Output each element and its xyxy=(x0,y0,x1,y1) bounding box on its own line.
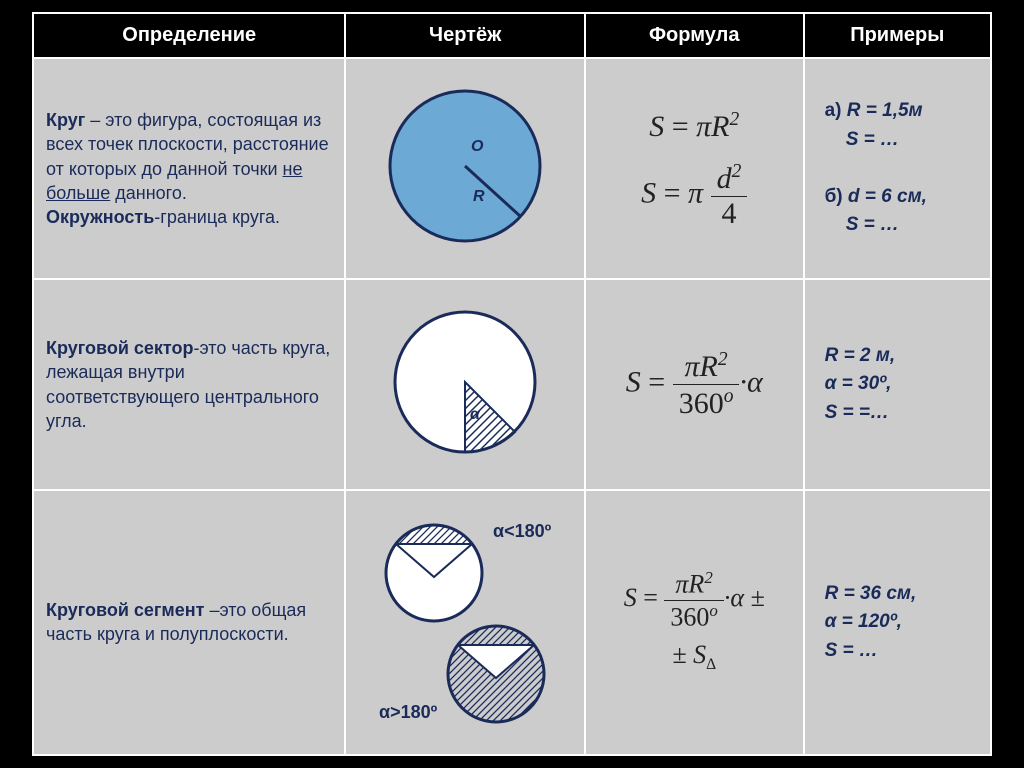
label-O: О xyxy=(471,138,484,155)
row-circle: Круг – это фигура, состоящая из всех точ… xyxy=(33,58,991,279)
row-sector: Круговой сектор-это часть круга, лежащая… xyxy=(33,279,991,489)
sector-formula: S = πR2360o·α xyxy=(585,279,804,489)
sector-svg: α xyxy=(380,302,550,462)
sector-diagram: α xyxy=(345,279,585,489)
geometry-table: Определение Чертёж Формула Примеры Круг … xyxy=(32,12,992,756)
sector-examples: R = 2 м, α = 30º, S = =… xyxy=(804,279,991,489)
circle-formula: S = πR2 S = π d24 xyxy=(585,58,804,279)
header-examples: Примеры xyxy=(804,13,991,58)
header-definition: Определение xyxy=(33,13,345,58)
circle-definition: Круг – это фигура, состоящая из всех точ… xyxy=(33,58,345,279)
segment-diagram: α<180º α>180º xyxy=(345,490,585,755)
label-alpha: α xyxy=(470,406,481,423)
label-lt-180: α<180º xyxy=(493,521,551,542)
segment-definition: Круговой сегмент –это общая часть круга … xyxy=(33,490,345,755)
sector-definition: Круговой сектор-это часть круга, лежащая… xyxy=(33,279,345,489)
label-R: R xyxy=(473,188,485,205)
circle-diagram: О R xyxy=(345,58,585,279)
label-gt-180: α>180º xyxy=(379,702,437,723)
segment-svg-2 xyxy=(441,619,551,729)
header-drawing: Чертёж xyxy=(345,13,585,58)
row-segment: Круговой сегмент –это общая часть круга … xyxy=(33,490,991,755)
segment-formula: S = πR2360o·α ± ± SΔ xyxy=(585,490,804,755)
circle-svg: О R xyxy=(375,81,555,251)
segment-svg-1 xyxy=(379,515,489,625)
header-row: Определение Чертёж Формула Примеры xyxy=(33,13,991,58)
segment-examples: R = 36 см, α = 120º, S = … xyxy=(804,490,991,755)
circle-examples: а) R = 1,5м S = … б) d = 6 см, S = … xyxy=(804,58,991,279)
header-formula: Формула xyxy=(585,13,804,58)
